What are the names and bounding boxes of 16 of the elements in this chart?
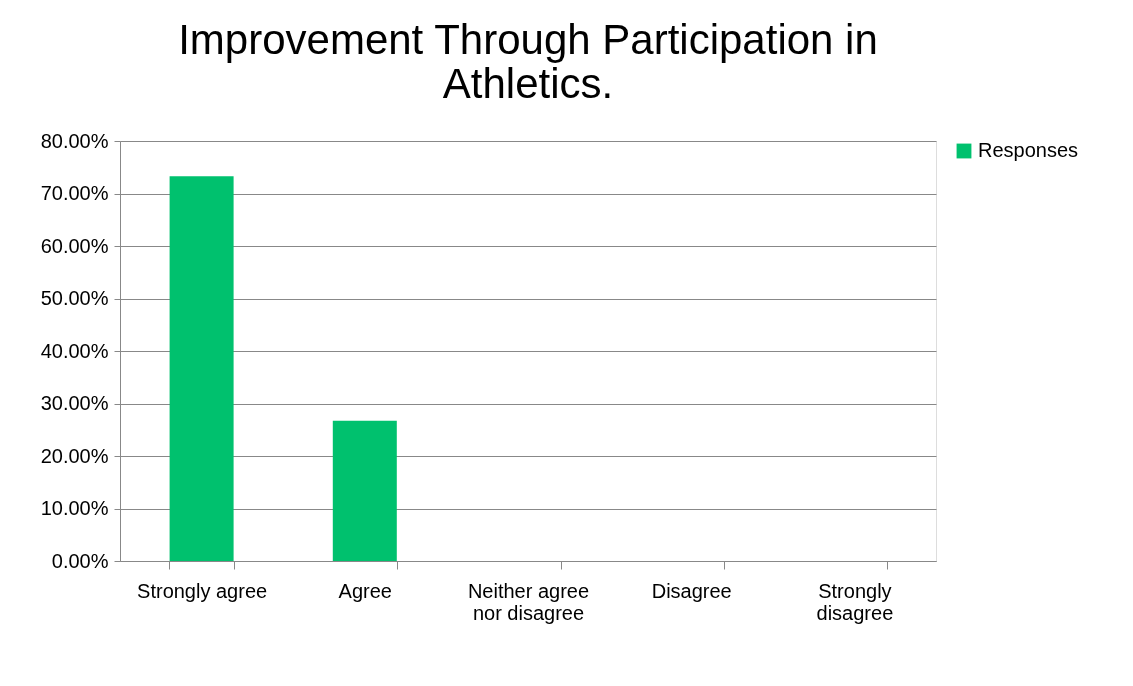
y-tick-label: 30.00%	[40, 392, 109, 414]
x-tick-label: Strongly disagree	[816, 579, 894, 624]
y-tick-label: 20.00%	[40, 444, 109, 467]
y-tick-label: 60.00%	[40, 234, 109, 257]
y-tick-label: 0.00%	[51, 549, 109, 572]
x-tick-label: Agree	[338, 579, 392, 602]
x-tick-label: Strongly agree	[137, 579, 268, 602]
x-tick-label: Disagree	[651, 579, 732, 602]
legend-label: Responses	[978, 139, 1079, 161]
y-tick-label: 80.00%	[40, 129, 109, 152]
chart-title: Improvement Through Participation in Athletics.	[178, 16, 878, 107]
y-tick-label: 70.00%	[40, 182, 109, 204]
y-tick-label: 40.00%	[40, 339, 109, 362]
y-tick-label: 50.00%	[40, 287, 109, 309]
y-tick-label: 10.00%	[40, 497, 109, 519]
x-tick-label: Neither agree nor disagree	[467, 579, 590, 624]
